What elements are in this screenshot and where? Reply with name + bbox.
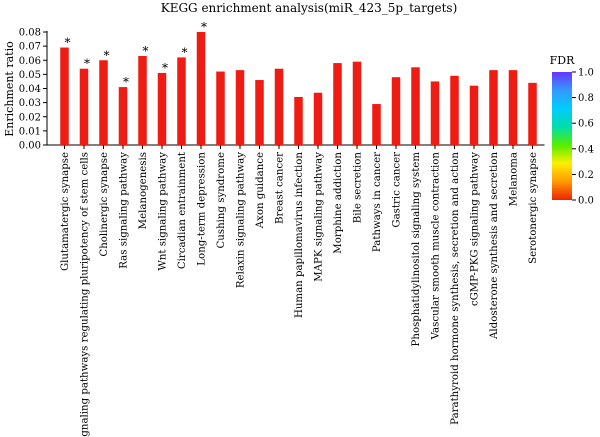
x-tick-label: Melanoma [509, 152, 520, 206]
bars: * * * * * * * * [60, 20, 537, 146]
x-tick-label: Phosphatidylinositol signaling system [411, 152, 422, 347]
colorbar-tick-label: 1.0 [578, 68, 594, 79]
bar [79, 68, 89, 145]
fdr-colorbar: FDR 0.0 0.2 0.4 0.6 0.8 1.0 [550, 54, 594, 207]
x-tick-label: Aldosterone synthesis and secretion [489, 152, 500, 340]
y-tick-label: 0.07 [19, 42, 41, 53]
x-tick-label: Human papillomavirus infection [294, 152, 305, 318]
bar [60, 47, 69, 145]
x-tick-label: Long-term depression [197, 152, 208, 266]
significance-marker: * [143, 44, 149, 58]
x-tick-label: Bile secretion [353, 152, 364, 224]
bar [157, 72, 167, 145]
y-tick-label: 0.06 [19, 56, 41, 67]
colorbar-tick-label: 0.2 [578, 170, 594, 181]
bar [528, 82, 537, 145]
bar [450, 75, 459, 145]
x-tick-label: Vascular smooth muscle contraction [431, 152, 442, 341]
x-tick-label: Relaxin signaling pathway [236, 152, 247, 288]
y-axis: 0.00 0.01 0.02 0.03 0.04 0.05 0.06 0.07 0.08 [19, 28, 48, 152]
bar [216, 71, 225, 145]
bar [177, 57, 186, 145]
bar [372, 104, 381, 145]
x-tick-label: Axon guidance [255, 152, 266, 229]
bar [411, 67, 420, 145]
x-tick-label: Signaling pathways regulating pluripoten… [80, 152, 91, 437]
significance-marker: * [104, 48, 110, 62]
y-tick-label: 0.00 [19, 141, 41, 152]
bar [391, 77, 401, 145]
bar [235, 70, 245, 145]
y-tick-label: 0.04 [19, 84, 41, 95]
colorbar-title: FDR [550, 54, 575, 67]
colorbar-tick-label: 0.4 [578, 144, 594, 155]
bar [508, 70, 518, 145]
bar [118, 87, 128, 145]
bar [352, 61, 362, 145]
significance-marker: * [65, 36, 71, 50]
colorbar-gradient [552, 72, 572, 200]
x-tick-label: Pathways in cancer [372, 152, 383, 252]
x-tick-labels: Glutamatergic synapse Signaling pathways … [60, 151, 539, 437]
bar [196, 32, 206, 145]
x-tick-label: Ras signaling pathway [119, 152, 130, 269]
chart-title: KEGG enrichment analysis(miR_423_5p_targ… [161, 1, 458, 15]
x-axis [47, 144, 545, 149]
bar [138, 56, 147, 146]
bar [489, 70, 498, 145]
significance-marker: * [182, 45, 188, 59]
colorbar-tick-label: 0.0 [578, 196, 594, 207]
bar [274, 68, 284, 145]
colorbar-tick-label: 0.8 [578, 93, 594, 104]
y-axis-label: Enrichment ratio [3, 41, 16, 137]
y-tick-label: 0.03 [19, 98, 41, 109]
bar [313, 92, 323, 145]
x-tick-label: Parathyroid hormone synthesis, secretion… [450, 152, 461, 425]
significance-marker: * [162, 61, 168, 75]
bar [333, 63, 342, 146]
bar [294, 96, 303, 145]
y-tick-label: 0.01 [19, 126, 41, 137]
y-tick-label: 0.05 [19, 70, 41, 81]
bar [430, 81, 440, 145]
x-tick-label: Glutamatergic synapse [60, 152, 71, 271]
bar [469, 85, 479, 145]
x-tick-label: cGMP-PKG signaling pathway [470, 152, 481, 306]
x-tick-label: Melanogenesis [138, 152, 149, 229]
colorbar-tick-label: 0.6 [578, 119, 594, 130]
x-tick-label: Circadian entrainment [177, 151, 188, 269]
significance-marker: * [84, 57, 90, 71]
significance-marker: * [201, 20, 207, 34]
x-tick-label: MAPK signaling pathway [314, 152, 325, 282]
x-tick-label: Gastric cancer [392, 152, 403, 228]
bar [255, 80, 264, 145]
x-tick-label: Breast cancer [275, 152, 286, 224]
x-tick-label: Cholinergic synapse [99, 152, 110, 257]
x-tick-label: Wnt signaling pathway [158, 152, 169, 271]
y-tick-label: 0.08 [19, 28, 41, 39]
x-tick-label: Morphine addiction [333, 152, 344, 254]
y-tick-label: 0.02 [19, 112, 41, 123]
x-tick-label: Cushing syndrome [216, 152, 227, 248]
bar [99, 60, 108, 145]
x-tick-label: Serotonergic synapse [528, 152, 539, 264]
significance-marker: * [123, 75, 129, 89]
